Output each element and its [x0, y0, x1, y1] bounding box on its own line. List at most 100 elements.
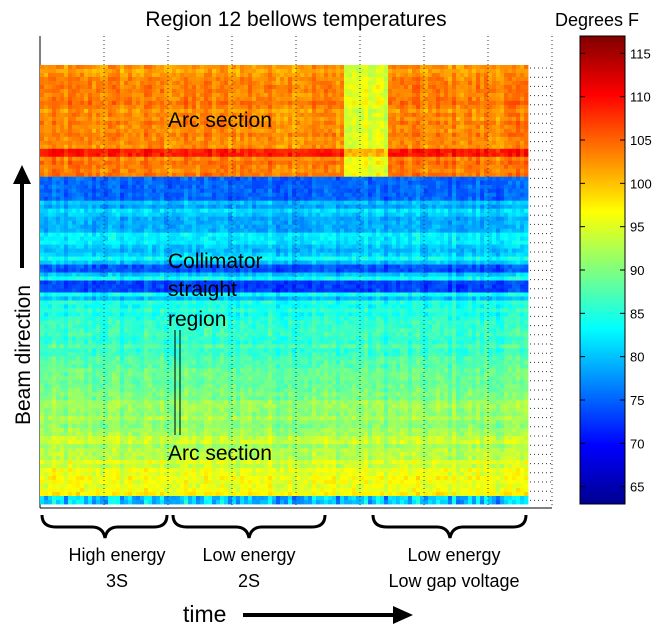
heatmap-cell	[112, 184, 117, 190]
heatmap-cell	[72, 216, 77, 222]
heatmap-cell	[328, 132, 333, 138]
heatmap-cell	[64, 96, 69, 102]
heatmap-cell	[380, 124, 385, 130]
heatmap-cell	[92, 72, 97, 78]
heatmap-cell	[224, 160, 229, 166]
heatmap-cell	[204, 216, 209, 222]
heatmap-cell	[48, 132, 53, 138]
heatmap-cell	[184, 188, 189, 194]
heatmap-cell	[316, 176, 321, 182]
heatmap-cell	[200, 80, 205, 86]
heatmap-cell	[128, 124, 133, 130]
heatmap-cell	[216, 100, 221, 106]
heatmap-cell	[212, 132, 217, 138]
heatmap-cell	[296, 128, 301, 134]
heatmap-cell	[88, 120, 93, 126]
heatmap-cell	[128, 188, 133, 194]
heatmap-cell	[480, 136, 485, 142]
heatmap-cell	[364, 120, 369, 126]
heatmap-cell	[168, 212, 173, 218]
heatmap-cell	[44, 108, 49, 114]
heatmap-cell	[124, 156, 129, 162]
heatmap-cell	[304, 92, 309, 98]
heatmap-cell	[104, 76, 109, 82]
heatmap-cell	[416, 92, 421, 98]
heatmap-cell	[328, 104, 333, 110]
heatmap-cell	[244, 128, 249, 134]
heatmap-cell	[472, 156, 477, 162]
heatmap-cell	[396, 100, 401, 106]
heatmap-cell	[288, 65, 293, 70]
heatmap-cell	[380, 140, 385, 146]
heatmap-cell	[144, 164, 149, 170]
heatmap-cell	[140, 160, 145, 166]
heatmap-cell	[356, 184, 361, 190]
heatmap-cell	[524, 220, 529, 226]
heatmap-cell	[76, 156, 81, 162]
heatmap-cell	[52, 104, 57, 110]
heatmap-cell	[44, 220, 49, 226]
heatmap-cell	[52, 172, 57, 178]
heatmap-cell	[444, 92, 449, 98]
heatmap-cell	[68, 192, 73, 198]
heatmap-cell	[40, 168, 45, 174]
heatmap-cell	[496, 156, 501, 162]
heatmap-cell	[472, 72, 477, 78]
heatmap-cell	[404, 116, 409, 122]
heatmap-cell	[456, 96, 461, 102]
heatmap-cell	[168, 84, 173, 90]
heatmap-cell	[480, 96, 485, 102]
heatmap-cell	[44, 76, 49, 82]
heatmap-cell	[92, 128, 97, 134]
heatmap-cell	[316, 208, 321, 214]
heatmap-cell	[376, 72, 381, 78]
heatmap-cell	[384, 216, 389, 222]
heatmap-cell	[304, 220, 309, 226]
heatmap-cell	[444, 188, 449, 194]
heatmap-cell	[408, 96, 413, 102]
heatmap-cell	[504, 144, 509, 150]
heatmap-cell	[80, 164, 85, 170]
heatmap-cell	[484, 124, 489, 130]
heatmap-cell	[400, 96, 405, 102]
heatmap-cell	[272, 120, 277, 126]
heatmap-cell	[508, 208, 513, 214]
heatmap-cell	[320, 128, 325, 134]
heatmap-cell	[400, 176, 405, 182]
heatmap-cell	[304, 176, 309, 182]
heatmap-cell	[280, 80, 285, 86]
heatmap-cell	[524, 196, 529, 202]
heatmap-cell	[524, 84, 529, 90]
heatmap-cell	[100, 136, 105, 142]
heatmap-cell	[388, 68, 393, 74]
heatmap-cell	[376, 108, 381, 114]
heatmap-cell	[204, 176, 209, 182]
heatmap-cell	[424, 192, 429, 198]
heatmap-cell	[220, 108, 225, 114]
heatmap-cell	[520, 196, 525, 202]
heatmap-cell	[412, 65, 417, 70]
heatmap-cell	[100, 224, 105, 230]
heatmap-cell	[504, 156, 509, 162]
heatmap-cell	[456, 132, 461, 138]
heatmap-cell	[168, 108, 173, 114]
heatmap-cell	[216, 136, 221, 142]
heatmap-cell	[200, 120, 205, 126]
heatmap-cell	[276, 200, 281, 206]
heatmap-cell	[104, 128, 109, 134]
heatmap-cell	[336, 160, 341, 166]
heatmap-cell	[40, 212, 45, 218]
heatmap-cell	[112, 128, 117, 134]
heatmap-cell	[160, 80, 165, 86]
heatmap-cell	[124, 212, 129, 218]
heatmap-cell	[276, 164, 281, 170]
heatmap-cell	[312, 192, 317, 198]
heatmap-cell	[120, 144, 125, 150]
heatmap-cell	[272, 160, 277, 166]
heatmap-cell	[464, 112, 469, 118]
heatmap-cell	[464, 152, 469, 158]
heatmap-cell	[332, 152, 337, 158]
heatmap-cell	[492, 80, 497, 86]
heatmap-cell	[352, 204, 357, 210]
heatmap-cell	[340, 84, 345, 90]
